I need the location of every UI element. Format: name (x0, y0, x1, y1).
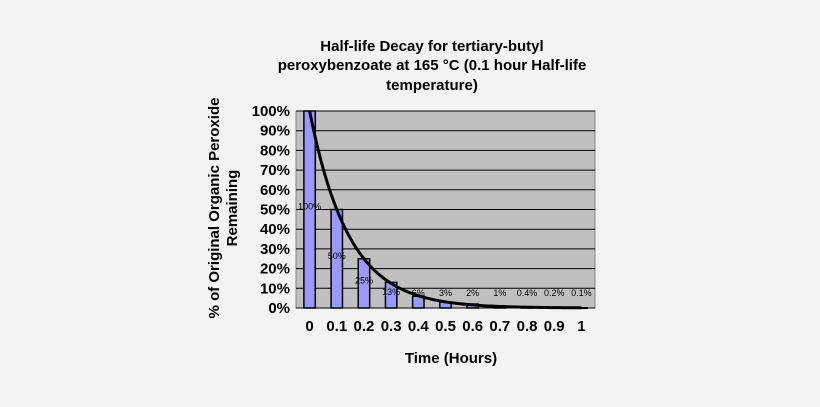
chart-title: Half-life Decay for tertiary-butyl perox… (278, 38, 587, 94)
data-label: 0.1% (571, 288, 592, 298)
y-tick-label: 60% (260, 182, 290, 199)
x-tick-label: 0.1 (326, 318, 347, 335)
y-axis-title: % of Original Organic Peroxide Remaining (206, 98, 241, 319)
data-label: 0.2% (544, 288, 565, 298)
x-tick-label: 0.9 (544, 318, 565, 335)
x-tick-label: 0.8 (517, 318, 538, 335)
chart-title-line-2: peroxybenzoate at 165 °C (0.1 hour Half-… (278, 57, 587, 74)
y-tick-label: 30% (260, 241, 290, 258)
y-axis-title-line-1: % of Original Organic Peroxide (206, 98, 223, 319)
x-tick-label: 0 (305, 318, 313, 335)
y-tick-label: 40% (260, 221, 290, 238)
y-tick-label: 0% (268, 300, 290, 317)
chart-title-line-1: Half-life Decay for tertiary-butyl (320, 38, 543, 55)
y-tick-label: 90% (260, 123, 290, 140)
x-tick-label: 0.5 (435, 318, 456, 335)
x-axis-title: Time (Hours) (405, 350, 497, 367)
data-label: 0.4% (517, 288, 538, 298)
x-tick-label: 0.4 (408, 318, 430, 335)
data-label: 1% (493, 288, 506, 298)
data-label: 3% (439, 288, 452, 298)
x-tick-label: 0.6 (462, 318, 483, 335)
data-label: 100% (298, 202, 321, 212)
data-label: 50% (328, 251, 346, 261)
y-tick-label: 20% (260, 261, 290, 278)
chart-title-line-3: temperature) (386, 77, 478, 94)
x-tick-label: 0.2 (354, 318, 375, 335)
data-label: 2% (466, 288, 479, 298)
y-axis-ticks: 0% 10% 20% 30% 40% 50% 60% 70% 80% 90% 100% (252, 103, 290, 317)
decay-curve (308, 110, 582, 310)
x-tick-label: 0.7 (489, 318, 510, 335)
x-tick-label: 1 (577, 318, 585, 335)
y-axis-title-line-2: Remaining (224, 170, 241, 247)
y-tick-label: 80% (260, 142, 290, 159)
y-tick-label: 70% (260, 162, 290, 179)
x-axis-ticks: 0 0.1 0.2 0.3 0.4 0.5 0.6 0.7 0.8 0.9 1 (305, 318, 585, 335)
x-tick-label: 0.3 (381, 318, 402, 335)
y-tick-label: 50% (260, 202, 290, 219)
y-tick-label: 100% (252, 103, 290, 120)
y-tick-label: 10% (260, 280, 290, 297)
data-label: 25% (355, 275, 373, 285)
data-labels: 100% 50% 25% 13% 6% 3% 2% 1% 0.4% 0.2% 0.1% (298, 202, 592, 299)
data-label: 13% (382, 287, 400, 297)
data-label: 6% (412, 288, 425, 298)
